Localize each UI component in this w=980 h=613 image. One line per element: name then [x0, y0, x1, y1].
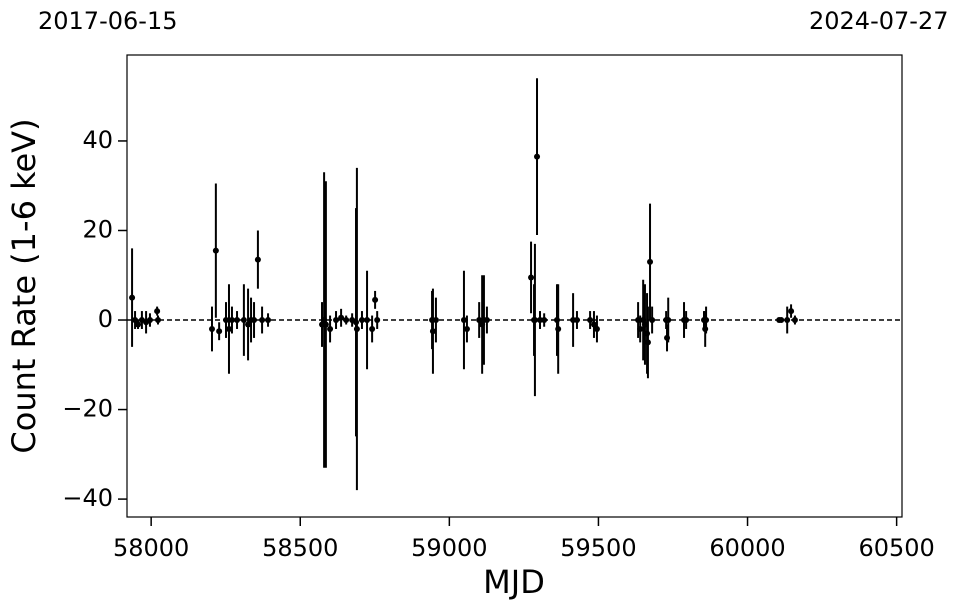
data-point	[155, 317, 162, 324]
data-point	[234, 317, 241, 324]
data-point	[703, 317, 710, 324]
data-point	[259, 317, 266, 324]
start-date-label: 2017-06-15	[38, 7, 177, 35]
data-point	[222, 317, 229, 324]
data-point	[251, 317, 258, 324]
end-date-label: 2024-07-27	[809, 7, 948, 35]
data-point	[791, 317, 798, 324]
data-point	[132, 317, 139, 324]
data-point	[154, 308, 161, 315]
data-point	[683, 317, 690, 324]
data-point	[338, 314, 345, 321]
y-tick-label: 0	[98, 305, 113, 333]
data-point	[536, 317, 543, 324]
data-point	[644, 339, 651, 346]
data-point	[135, 321, 142, 328]
data-point	[587, 317, 594, 324]
x-tick-label: 60000	[709, 534, 785, 562]
data-point	[369, 325, 376, 332]
data-point	[364, 317, 371, 324]
data-point	[429, 328, 436, 335]
data-point	[647, 258, 654, 265]
data-point	[146, 317, 153, 324]
x-tick-label: 60500	[858, 534, 934, 562]
y-tick-label: 40	[82, 126, 113, 154]
plot-frame	[126, 54, 903, 518]
data-point	[593, 325, 600, 332]
data-point	[240, 317, 247, 324]
data-point	[129, 294, 136, 301]
y-tick-label: 20	[82, 215, 113, 243]
data-point	[245, 321, 252, 328]
x-tick-label: 59500	[560, 534, 636, 562]
data-point	[353, 325, 360, 332]
data-point	[460, 317, 467, 324]
data-point	[322, 321, 329, 328]
data-point	[541, 317, 548, 324]
data-point	[208, 325, 215, 332]
data-point	[788, 308, 795, 315]
data-point	[637, 325, 644, 332]
x-tick-label: 58500	[262, 534, 338, 562]
y-axis-label: Count Rate (1-6 keV)	[5, 118, 43, 453]
data-point	[534, 153, 541, 160]
data-point	[555, 325, 562, 332]
data-point	[228, 317, 235, 324]
data-point	[528, 274, 535, 281]
data-point	[476, 317, 483, 324]
data-point	[784, 317, 791, 324]
data-point	[590, 321, 597, 328]
data-point	[573, 317, 580, 324]
data-point	[265, 317, 272, 324]
data-point	[343, 317, 350, 324]
data-point	[372, 296, 379, 303]
x-tick-label: 59000	[411, 534, 487, 562]
data-point	[665, 317, 672, 324]
data-point	[216, 328, 223, 335]
x-axis-label: MJD	[483, 563, 545, 601]
data-point	[333, 317, 340, 324]
data-point	[254, 256, 261, 263]
data-point	[225, 325, 232, 332]
data-point	[531, 317, 538, 324]
data-point	[327, 325, 334, 332]
x-tick-label: 58000	[113, 534, 189, 562]
y-tick-label: −40	[62, 484, 113, 512]
data-point	[463, 325, 470, 332]
data-point	[374, 317, 381, 324]
data-point	[649, 317, 656, 324]
data-point	[483, 317, 490, 324]
data-point	[778, 317, 785, 324]
y-tick-label: −20	[62, 395, 113, 423]
data-point	[432, 317, 439, 324]
data-point	[358, 317, 365, 324]
data-point	[212, 247, 219, 254]
